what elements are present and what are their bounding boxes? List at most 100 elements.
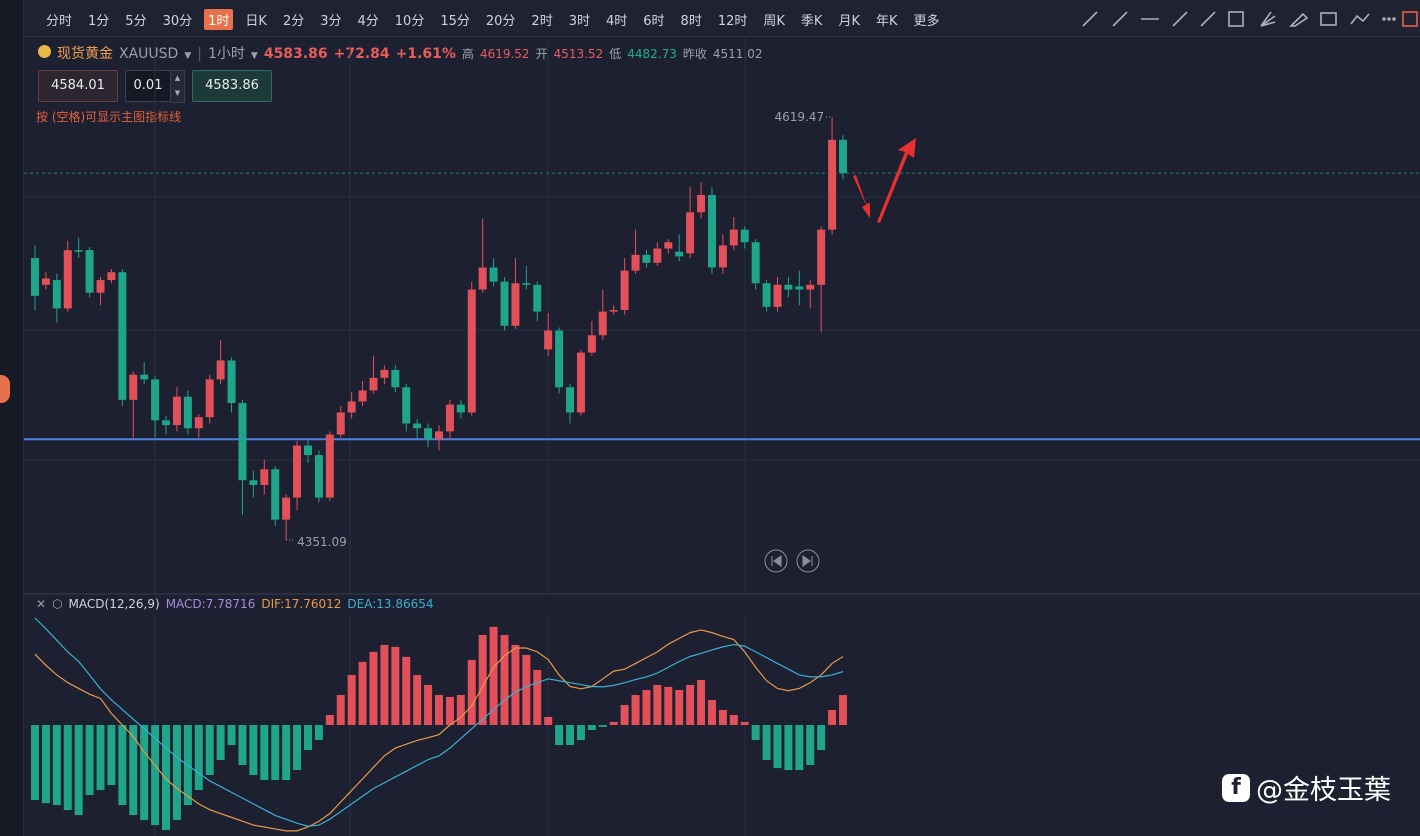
period-tab[interactable]: 3分 <box>320 14 342 29</box>
candle-body <box>653 248 662 263</box>
candle-body <box>456 404 465 413</box>
tool-fib[interactable] <box>1228 11 1244 27</box>
period-tab[interactable]: 4时 <box>605 14 628 29</box>
watermark-logo: f <box>1222 773 1250 802</box>
macd-bar <box>391 646 400 725</box>
candle-body <box>729 229 738 246</box>
macd-bar <box>839 695 847 725</box>
candle-body <box>511 283 520 326</box>
period-tab[interactable]: 分时 <box>46 14 73 29</box>
macd-bar <box>456 694 465 725</box>
period-tab[interactable]: 8时 <box>680 14 702 29</box>
macd-bar <box>369 651 378 725</box>
period-tab[interactable]: 30分 <box>162 14 193 29</box>
macd-bar <box>511 644 520 725</box>
candle-body <box>282 497 291 520</box>
period-tab[interactable]: 6时 <box>643 14 665 29</box>
quantity-input[interactable]: 0.01 <box>125 70 171 102</box>
candle-body <box>686 212 695 254</box>
candle-body <box>773 284 782 307</box>
candle-body <box>52 280 61 309</box>
candle-body <box>817 229 826 285</box>
tool-line[interactable] <box>1112 11 1128 27</box>
nav-next[interactable] <box>796 549 820 573</box>
period-tab[interactable]: 1时 <box>204 9 234 30</box>
quote-bar: 现货黄金 XAUUSD ▼ | 1小时 ▼ 4583.86 +72.84 +1.… <box>38 43 762 63</box>
tool-image[interactable] <box>1320 12 1337 26</box>
nav-buttons <box>764 549 820 573</box>
period-tab[interactable]: 10分 <box>394 14 425 29</box>
macd-bar <box>282 725 291 781</box>
dif-value: 17.76012 <box>284 597 342 611</box>
tool-ray[interactable] <box>1082 11 1098 27</box>
tool-export[interactable] <box>1402 11 1418 27</box>
period-tab[interactable]: 20分 <box>485 14 516 29</box>
period-tab[interactable]: 日K <box>245 14 267 29</box>
watermark: f @金枝玉葉 <box>1222 768 1391 807</box>
indicator-title[interactable]: MACD(12,26,9) <box>68 597 160 611</box>
macd-bar <box>467 659 476 725</box>
candle-body <box>413 423 422 429</box>
low-value: 4482.73 <box>627 47 677 61</box>
period-tab[interactable]: 月K <box>838 14 860 29</box>
macd-bar <box>140 725 149 821</box>
candle-body <box>576 352 585 413</box>
dea-value: 13.86654 <box>376 597 434 611</box>
period-tab[interactable]: 4分 <box>357 14 379 29</box>
tool-arrow[interactable] <box>1200 11 1216 27</box>
macd-bar <box>303 725 312 751</box>
macd-bar <box>806 725 815 766</box>
instrument-name[interactable]: 现货黄金 <box>57 46 113 62</box>
macd-bar <box>183 725 192 806</box>
candle-body <box>609 310 618 312</box>
period-tab[interactable]: 2分 <box>282 14 305 29</box>
buy-button[interactable]: 4583.86 <box>192 70 272 102</box>
high-marker: 4619.47 <box>774 110 824 124</box>
candle-body <box>96 280 105 293</box>
macd-bar <box>478 634 487 725</box>
dea-line <box>34 617 844 827</box>
toolbar: 分时 1分 5分 30分 1时 日K 2分 3分 4分 10分 15分 20分 2时 3时 4时 6时 8时 12… <box>24 0 1420 37</box>
macd-bar <box>216 725 225 761</box>
dropdown-caret[interactable]: ▼ <box>184 51 192 61</box>
sidebar-badge[interactable] <box>0 375 10 403</box>
settings-icon[interactable]: ⬡ <box>52 597 63 611</box>
macd-bar <box>238 725 247 766</box>
period-tab[interactable]: 1分 <box>88 14 110 29</box>
macd-bar <box>107 725 116 786</box>
macd-bar <box>194 725 203 791</box>
instrument-symbol[interactable]: XAUUSD <box>119 46 179 62</box>
period-tab[interactable]: 年K <box>875 14 898 29</box>
macd-bar <box>260 725 269 781</box>
period-tab[interactable]: 2时 <box>531 14 553 29</box>
macd-bar <box>249 725 258 776</box>
period-tab[interactable]: 更多 <box>913 14 940 29</box>
tool-segment[interactable] <box>1172 11 1188 27</box>
tool-more[interactable] <box>1382 17 1386 21</box>
period-tab[interactable]: 季K <box>800 14 823 29</box>
sell-button[interactable]: 4584.01 <box>38 70 118 102</box>
arrow-up <box>877 138 916 223</box>
nav-prev[interactable] <box>764 549 788 573</box>
dropdown-caret[interactable]: ▼ <box>250 51 258 61</box>
macd-bar <box>686 684 695 725</box>
period-tab[interactable]: 5分 <box>125 14 147 29</box>
period-tab[interactable]: 12时 <box>717 14 748 29</box>
candle-body <box>172 396 181 426</box>
tool-wave[interactable] <box>1350 13 1370 25</box>
period-tab[interactable]: 3时 <box>568 14 590 29</box>
quantity-spinner[interactable]: ▲ ▼ <box>170 70 185 103</box>
candle-body <box>41 278 50 285</box>
candle-body <box>260 469 269 485</box>
tool-fan[interactable] <box>1260 11 1276 27</box>
interval[interactable]: 1小时 <box>207 46 245 62</box>
last-price: 4583.86 <box>263 46 328 62</box>
tool-pen[interactable] <box>1289 12 1309 27</box>
macd-bar <box>172 725 181 821</box>
candle-body <box>314 455 323 498</box>
close-icon[interactable]: ✕ <box>36 597 47 611</box>
candle-body <box>151 379 160 421</box>
arrow-down <box>853 175 870 218</box>
period-tab[interactable]: 15分 <box>440 14 470 29</box>
period-tab[interactable]: 周K <box>763 14 785 29</box>
